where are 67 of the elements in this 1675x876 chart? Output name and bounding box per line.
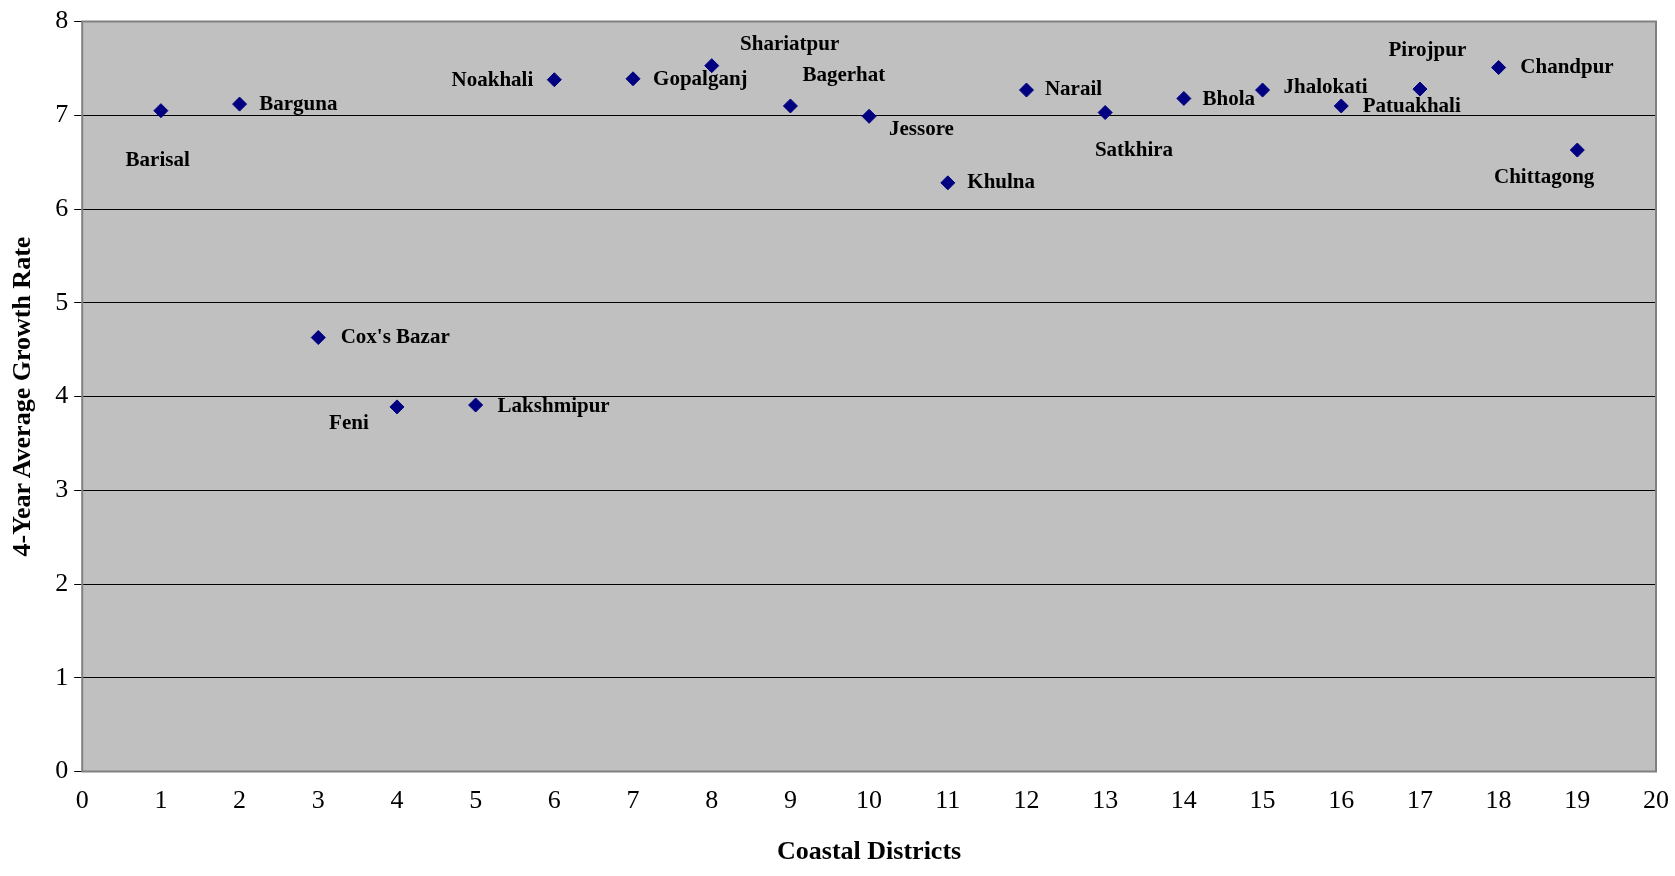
x-tick-label: 13 [1092,785,1119,815]
y-tick-label: 3 [55,474,69,504]
x-tick-label: 8 [705,785,719,815]
y-tick-label: 2 [55,567,69,597]
annotation: Bhola [1202,85,1256,110]
annotation: Barguna [259,90,338,115]
point [861,108,877,124]
point [940,175,956,191]
y-tick-label: 7 [55,99,69,129]
y-tick-label: 5 [55,286,69,316]
point [1569,142,1585,158]
annotation: Gopalganj [653,66,748,91]
x-tick-label: 15 [1249,785,1276,815]
x-tick-label: 17 [1406,785,1433,815]
point [1412,81,1428,97]
y-tick-label: 4 [55,380,69,410]
x-tick-label: 1 [154,785,168,815]
x-tick-label: 10 [856,785,883,815]
x-tick-label: 18 [1485,785,1512,815]
annotation: Shariatpur [740,30,840,55]
point [389,399,405,415]
annotation: Pirojpur [1388,37,1467,62]
x-tick-label: 20 [1643,785,1669,815]
annotation: Chandpur [1520,53,1614,78]
x-tick-label: 0 [75,785,89,815]
x-tick-label: 11 [935,785,961,815]
x-tick-label: 19 [1564,785,1591,815]
x-tick-label: 12 [1013,785,1040,815]
point [1176,90,1192,106]
y-tick-label: 6 [55,192,69,222]
y-tick-label: 0 [55,755,69,785]
point [468,397,484,413]
annotation: Cox's Bazar [340,323,450,348]
point [1018,82,1034,98]
y-axis-title: 4-Year Average Growth Rate [7,236,37,557]
annotation: Chittagong [1494,164,1595,189]
x-tick-label: 14 [1170,785,1197,815]
x-tick-label: 3 [311,785,325,815]
point [546,72,562,88]
x-axis-title: Coastal Districts [777,836,962,866]
point [1097,105,1113,121]
point [625,71,641,87]
annotation: Noakhali [451,67,534,92]
y-tick-label: 8 [55,5,69,35]
point [1491,60,1507,76]
x-tick-label: 16 [1328,785,1355,815]
point [1333,98,1349,114]
annotation: Satkhira [1094,137,1174,162]
point [310,330,326,346]
x-tick-label: 4 [390,785,404,815]
annotation: Jessore [888,115,954,140]
annotation: Feni [329,410,369,435]
x-tick-label: 2 [233,785,247,815]
annotation: Khulna [967,169,1036,194]
point [232,96,248,112]
x-tick-label: 7 [626,785,640,815]
x-tick-label: 5 [469,785,483,815]
x-tick-label: 9 [783,785,797,815]
point [782,98,798,114]
annotation: Lakshmipur [497,392,610,417]
annotation: Bagerhat [802,62,886,87]
annotation: Barisal [125,147,190,172]
point [153,103,169,119]
annotation: Narail [1044,76,1103,101]
point [1255,82,1271,98]
y-tick-label: 1 [55,661,69,691]
x-tick-label: 6 [547,785,561,815]
